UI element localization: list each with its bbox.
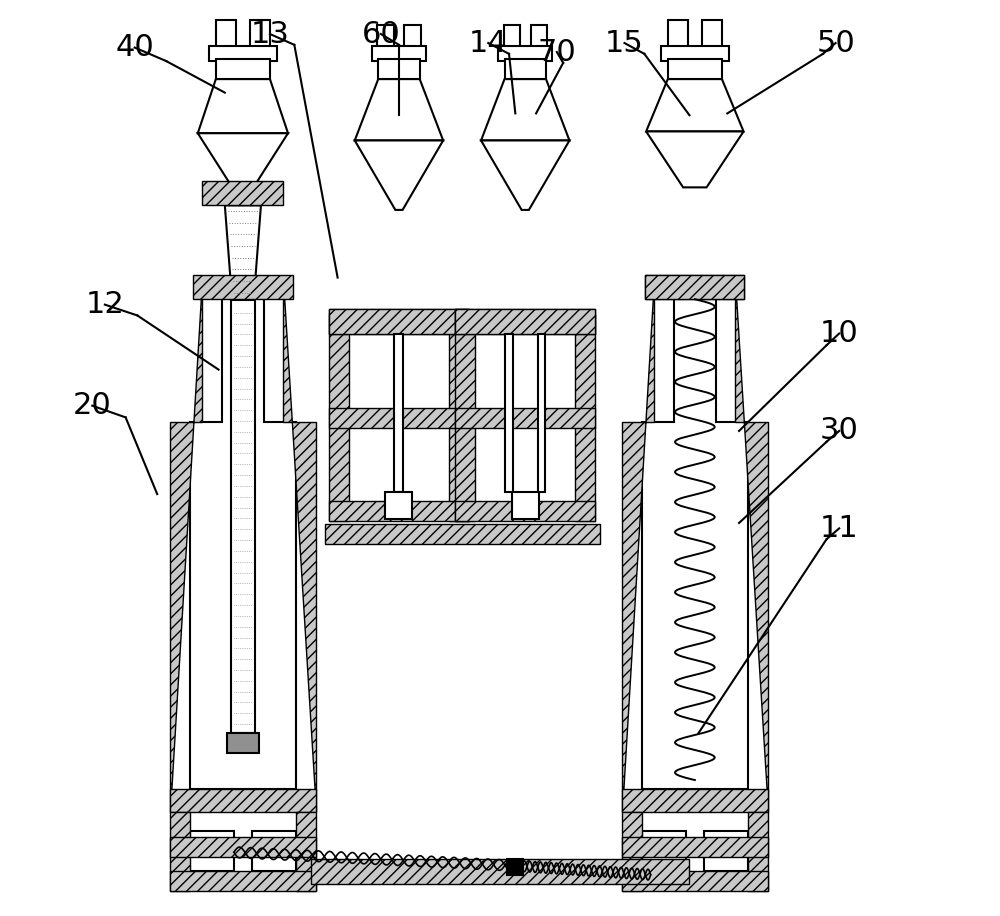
Bar [377, 25, 394, 48]
Text: 11: 11 [820, 514, 859, 543]
Text: 15: 15 [605, 28, 644, 58]
Text: 20: 20 [73, 391, 112, 420]
Bar [329, 408, 469, 428]
Polygon shape [198, 133, 288, 186]
Bar [507, 858, 523, 875]
Bar [455, 310, 595, 333]
Bar [170, 789, 316, 812]
Bar [385, 492, 412, 519]
Bar [404, 25, 421, 48]
Bar [190, 832, 234, 871]
Text: 30: 30 [820, 417, 859, 445]
Bar [505, 333, 513, 492]
Polygon shape [642, 279, 748, 789]
Bar [645, 275, 744, 300]
Text: 10: 10 [820, 319, 859, 348]
Polygon shape [622, 279, 654, 812]
Bar [622, 789, 768, 812]
Bar [394, 333, 403, 492]
Polygon shape [283, 279, 316, 812]
Bar [170, 837, 316, 856]
Bar [216, 60, 270, 79]
Bar [202, 181, 283, 205]
Bar [311, 859, 689, 884]
Bar [704, 832, 748, 871]
Bar [538, 333, 545, 492]
Bar [702, 20, 722, 48]
Bar [329, 501, 469, 521]
Bar [372, 46, 426, 61]
Bar [455, 310, 595, 333]
Polygon shape [355, 79, 443, 140]
Bar [170, 871, 316, 891]
Bar [668, 60, 722, 79]
Text: 13: 13 [251, 19, 289, 49]
Text: 12: 12 [86, 290, 124, 319]
Polygon shape [225, 205, 261, 300]
Bar [531, 25, 547, 48]
Bar [170, 812, 190, 891]
Text: 40: 40 [115, 33, 154, 62]
Bar [231, 300, 255, 733]
Bar [504, 25, 520, 48]
Bar [227, 733, 259, 753]
Bar [622, 837, 768, 856]
Bar [498, 46, 552, 61]
Bar [668, 20, 688, 48]
Bar [449, 313, 469, 521]
Bar [642, 832, 686, 871]
Bar [378, 60, 420, 79]
Bar [250, 20, 270, 48]
Text: 60: 60 [362, 19, 400, 49]
Text: 14: 14 [469, 28, 508, 58]
Bar [455, 313, 475, 521]
Bar [455, 408, 595, 428]
Bar [575, 313, 595, 521]
Polygon shape [190, 279, 296, 789]
Polygon shape [646, 131, 744, 188]
Polygon shape [355, 140, 443, 210]
Polygon shape [735, 279, 768, 812]
Polygon shape [481, 79, 569, 140]
Polygon shape [170, 279, 202, 812]
Bar [209, 46, 277, 61]
Bar [622, 871, 768, 891]
Polygon shape [646, 79, 744, 131]
Bar [512, 492, 539, 519]
Bar [661, 46, 729, 61]
Bar [645, 275, 744, 300]
Bar [325, 524, 600, 544]
Bar [748, 812, 768, 891]
Text: 50: 50 [816, 28, 855, 58]
Bar [505, 60, 546, 79]
Bar [329, 310, 469, 333]
Bar [329, 310, 469, 333]
Text: 70: 70 [537, 38, 576, 67]
Bar [193, 275, 293, 300]
Polygon shape [481, 140, 569, 210]
Bar [455, 501, 595, 521]
Bar [329, 313, 349, 521]
Bar [622, 812, 642, 891]
Bar [216, 20, 236, 48]
Bar [252, 832, 296, 871]
Bar [296, 812, 316, 891]
Polygon shape [198, 79, 288, 133]
